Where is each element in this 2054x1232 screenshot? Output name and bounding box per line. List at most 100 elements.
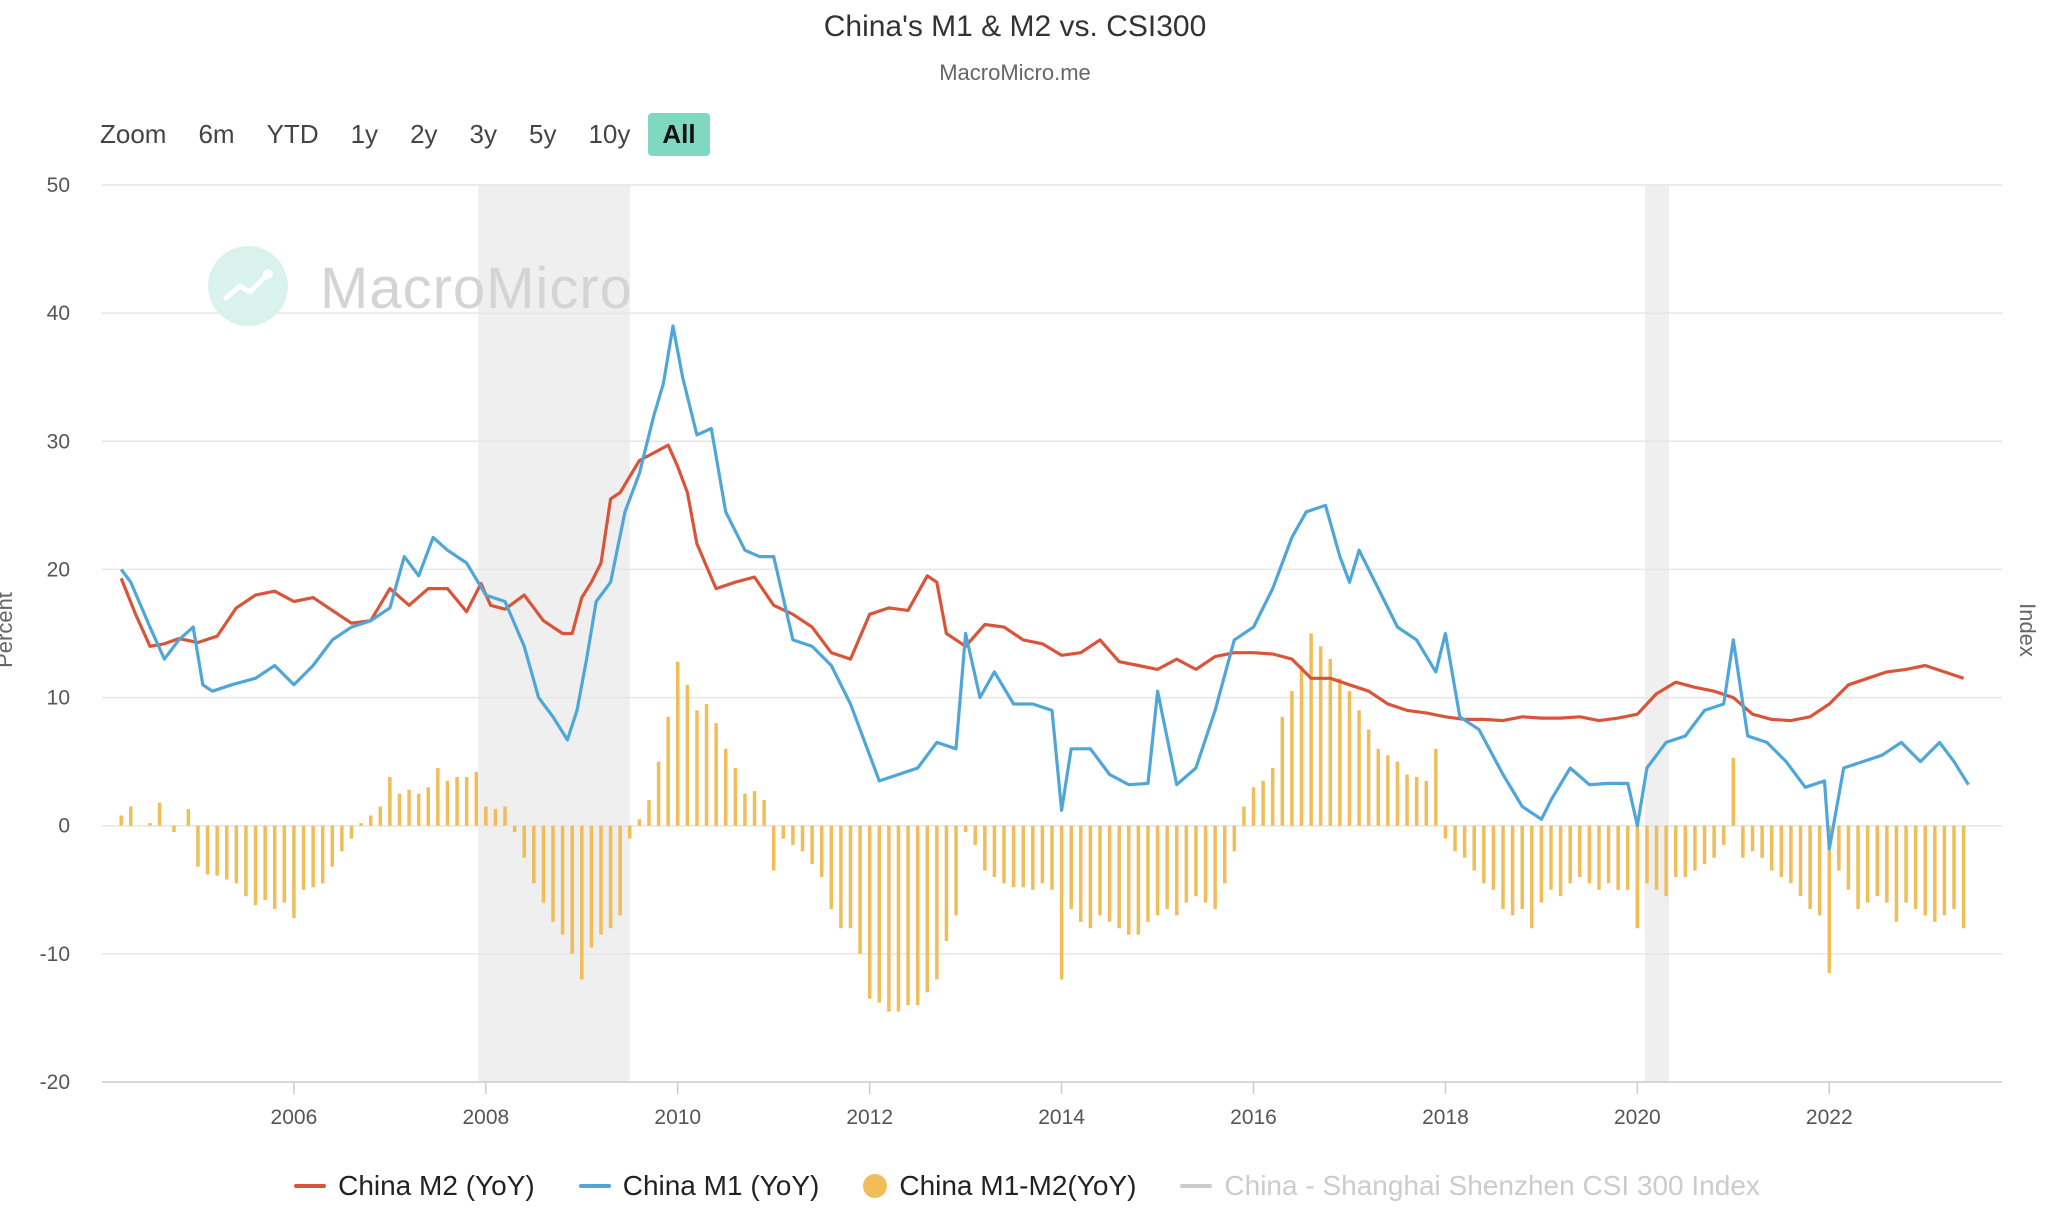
bar-m1-m2 (129, 806, 133, 826)
range-button-3y[interactable]: 3y (469, 118, 497, 149)
bar-m1-m2 (685, 684, 690, 826)
bar-m1-m2 (1261, 780, 1265, 826)
bar-m1-m2 (1376, 748, 1381, 826)
bar-m1-m2 (1885, 825, 1889, 903)
bar-m1-m2 (1664, 825, 1668, 897)
bar-m1-m2 (1942, 825, 1947, 916)
bar-m1-m2 (1146, 825, 1150, 922)
bar-m1-m2 (1309, 633, 1313, 826)
series-lines (119, 324, 1970, 851)
bar-m1-m2 (1817, 825, 1822, 916)
shaded-period-1 (1645, 185, 1670, 1082)
legend-item-m1[interactable]: China M1 (YoY) (578, 1170, 819, 1202)
bar-m1-m2 (1568, 825, 1572, 884)
legend-item-m2[interactable]: China M2 (YoY) (294, 1170, 535, 1202)
legend-label: China M1-M2(YoY) (899, 1170, 1137, 1201)
bar-m1-m2 (1635, 825, 1640, 929)
legend-label: China M2 (YoY) (338, 1170, 535, 1201)
bar-m1-m2 (1031, 825, 1035, 890)
shaded-period-0 (478, 185, 630, 1082)
bar-m1-m2 (589, 825, 594, 948)
bar-m1-m2 (1059, 825, 1064, 980)
bar-m1-m2 (1434, 748, 1438, 826)
bar-m1-m2 (1731, 757, 1736, 826)
bar-m1-m2 (1645, 825, 1649, 884)
bar-m1-m2 (743, 793, 747, 826)
bar-m1-m2 (1846, 825, 1851, 890)
bar-m1-m2 (829, 825, 834, 910)
y-tick-label: 30 (47, 430, 70, 453)
bar-m1-m2 (426, 787, 431, 826)
bar-m1-m2 (1088, 825, 1093, 929)
bar-m1-m2 (1386, 755, 1390, 826)
legend-dot-icon (863, 1174, 888, 1198)
bar-m1-m2 (1472, 825, 1476, 871)
y-axis-title-left: Percent (0, 592, 17, 668)
bar-m1-m2 (867, 825, 872, 999)
bar-m1-m2 (637, 819, 642, 826)
chart-subtitle: MacroMicro.me (939, 60, 1091, 85)
bar-m1-m2 (1011, 825, 1016, 888)
bar-m1-m2 (887, 825, 891, 1012)
bar-m1-m2 (311, 825, 315, 888)
series-m1-m2-bars (119, 633, 1966, 1012)
bar-m1-m2 (1127, 825, 1131, 935)
bar-m1-m2 (272, 825, 277, 910)
bar-m1-m2 (1299, 665, 1304, 826)
range-selector: Zoom 6m YTD 1y 2y 3y 5y 10y All (100, 112, 714, 156)
bar-m1-m2 (1280, 716, 1285, 826)
bar-m1-m2 (1414, 777, 1419, 826)
bar-m1-m2 (1856, 825, 1860, 910)
y-tick-label: 50 (47, 174, 70, 197)
bar-m1-m2 (1779, 825, 1784, 877)
bar-m1-m2 (1913, 825, 1918, 910)
legend-item-csi300[interactable]: China - Shanghai Shenzhen CSI 300 Index (1180, 1170, 1760, 1202)
bar-m1-m2 (1875, 825, 1880, 897)
bar-m1-m2 (1808, 825, 1812, 910)
bar-m1-m2 (656, 761, 661, 826)
bar-m1-m2 (896, 825, 901, 1012)
x-tick-label: 2020 (1614, 1106, 1661, 1129)
range-button-all[interactable]: All (648, 112, 710, 156)
bar-m1-m2 (484, 806, 488, 826)
bar-m1-m2 (1203, 825, 1208, 903)
y-axis-title-right: Index (2015, 603, 2040, 657)
bar-m1-m2 (800, 825, 805, 852)
bar-m1-m2 (733, 768, 738, 826)
y-tick-label: 20 (47, 558, 70, 581)
bar-m1-m2 (407, 789, 411, 826)
range-button-2y[interactable]: 2y (410, 118, 438, 149)
bar-m1-m2 (368, 815, 373, 826)
bar-m1-m2 (1136, 825, 1141, 935)
range-button-10y[interactable]: 10y (588, 118, 631, 149)
bar-m1-m2 (1165, 825, 1169, 910)
range-button-5y[interactable]: 5y (529, 118, 557, 149)
bar-m1-m2 (224, 825, 229, 880)
range-button-1y[interactable]: 1y (350, 118, 379, 149)
bar-m1-m2 (1549, 825, 1553, 890)
legend-item-m1-m2[interactable]: China M1-M2(YoY) (863, 1170, 1136, 1202)
x-tick-label: 2016 (1230, 1106, 1277, 1129)
x-tick-label: 2012 (846, 1106, 893, 1129)
bar-m1-m2 (493, 809, 498, 826)
bar-m1-m2 (1098, 825, 1102, 916)
bar-m1-m2 (436, 768, 440, 826)
bar-m1-m2 (695, 710, 699, 826)
bar-m1-m2 (781, 825, 786, 839)
bar-m1-m2 (119, 815, 123, 826)
bar-m1-m2 (628, 825, 632, 839)
bar-m1-m2 (349, 825, 354, 839)
bar-m1-m2 (1693, 825, 1697, 871)
bar-m1-m2 (1453, 825, 1457, 852)
bar-m1-m2 (1194, 825, 1198, 897)
range-button-6m[interactable]: 6m (198, 118, 235, 149)
range-button-ytd[interactable]: YTD (266, 118, 319, 149)
bar-m1-m2 (301, 825, 306, 890)
bar-m1-m2 (234, 825, 239, 884)
bar-m1-m2 (1933, 825, 1937, 922)
bar-m1-m2 (378, 806, 383, 826)
bar-m1-m2 (1184, 825, 1189, 903)
bar-m1-m2 (1357, 710, 1361, 826)
bar-m1-m2 (1328, 659, 1333, 826)
